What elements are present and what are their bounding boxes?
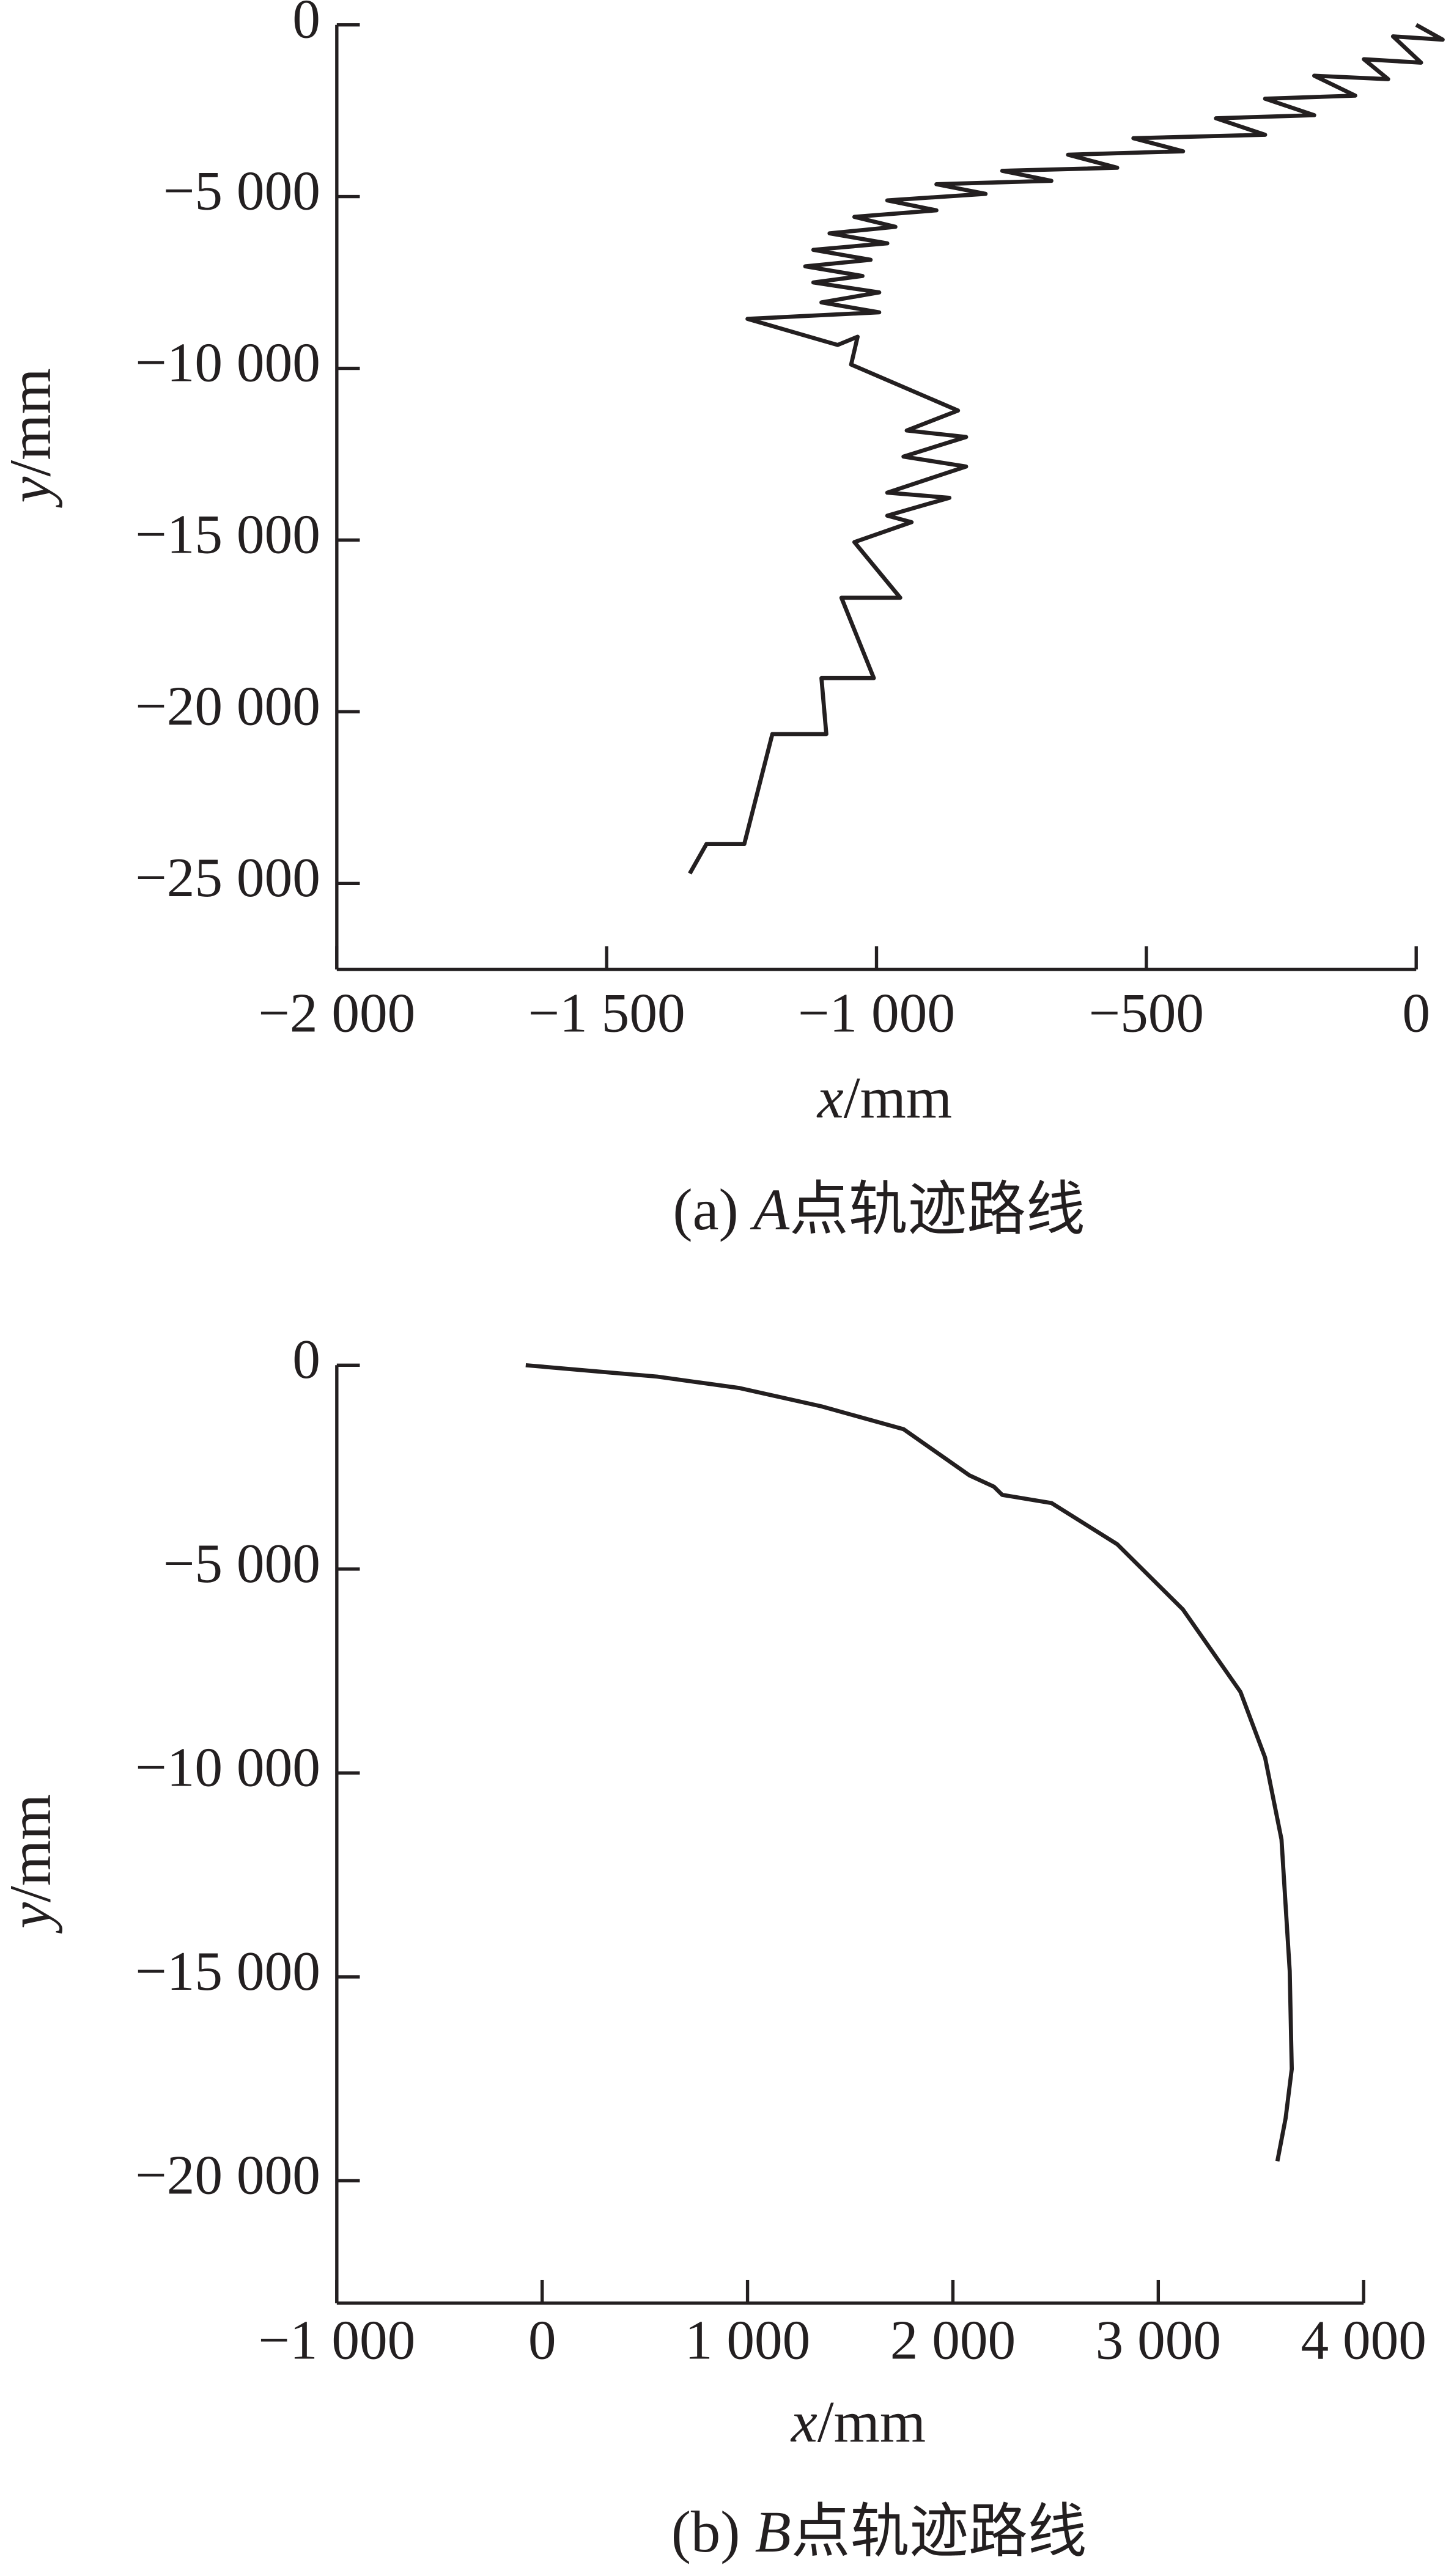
x-tick-label: 0	[1402, 982, 1430, 1043]
trajectory-line	[525, 1363, 1294, 2162]
y-tick-label: 0	[292, 0, 320, 50]
x-tick-label: −2 000	[258, 982, 415, 1043]
y-axis-title: y/mm	[0, 1794, 62, 1934]
x-tick-label: −500	[1089, 982, 1205, 1043]
y-tick-label: −10 000	[135, 1736, 320, 1798]
y-tick-label: −15 000	[135, 1940, 320, 2002]
x-axis-title: x/mm	[816, 1065, 952, 1130]
x-tick-label: −1 500	[528, 982, 685, 1043]
x-tick-label: −1 000	[798, 982, 955, 1043]
y-axis-title: y/mm	[0, 368, 62, 508]
caption: (a) A点轨迹路线	[673, 1177, 1085, 1242]
y-tick-label: −10 000	[135, 331, 320, 393]
caption: (b) B点轨迹路线	[671, 2499, 1087, 2564]
x-tick-label: −1 000	[258, 2309, 415, 2371]
x-tick-label: 3 000	[1096, 2309, 1222, 2371]
x-axis-title: x/mm	[790, 2389, 926, 2454]
y-tick-label: −5 000	[163, 1533, 320, 1594]
y-tick-label: −20 000	[135, 2144, 320, 2206]
y-tick-label: 0	[292, 1328, 320, 1390]
y-tick-label: −20 000	[135, 675, 320, 737]
x-tick-label: 4 000	[1301, 2309, 1426, 2371]
x-tick-label: 1 000	[685, 2309, 811, 2371]
trajectory-line	[688, 23, 1445, 875]
y-tick-label: −15 000	[135, 503, 320, 565]
x-tick-label: 2 000	[890, 2309, 1016, 2371]
y-tick-label: −5 000	[163, 160, 320, 222]
x-tick-label: 0	[528, 2309, 556, 2371]
y-tick-label: −25 000	[135, 847, 320, 908]
